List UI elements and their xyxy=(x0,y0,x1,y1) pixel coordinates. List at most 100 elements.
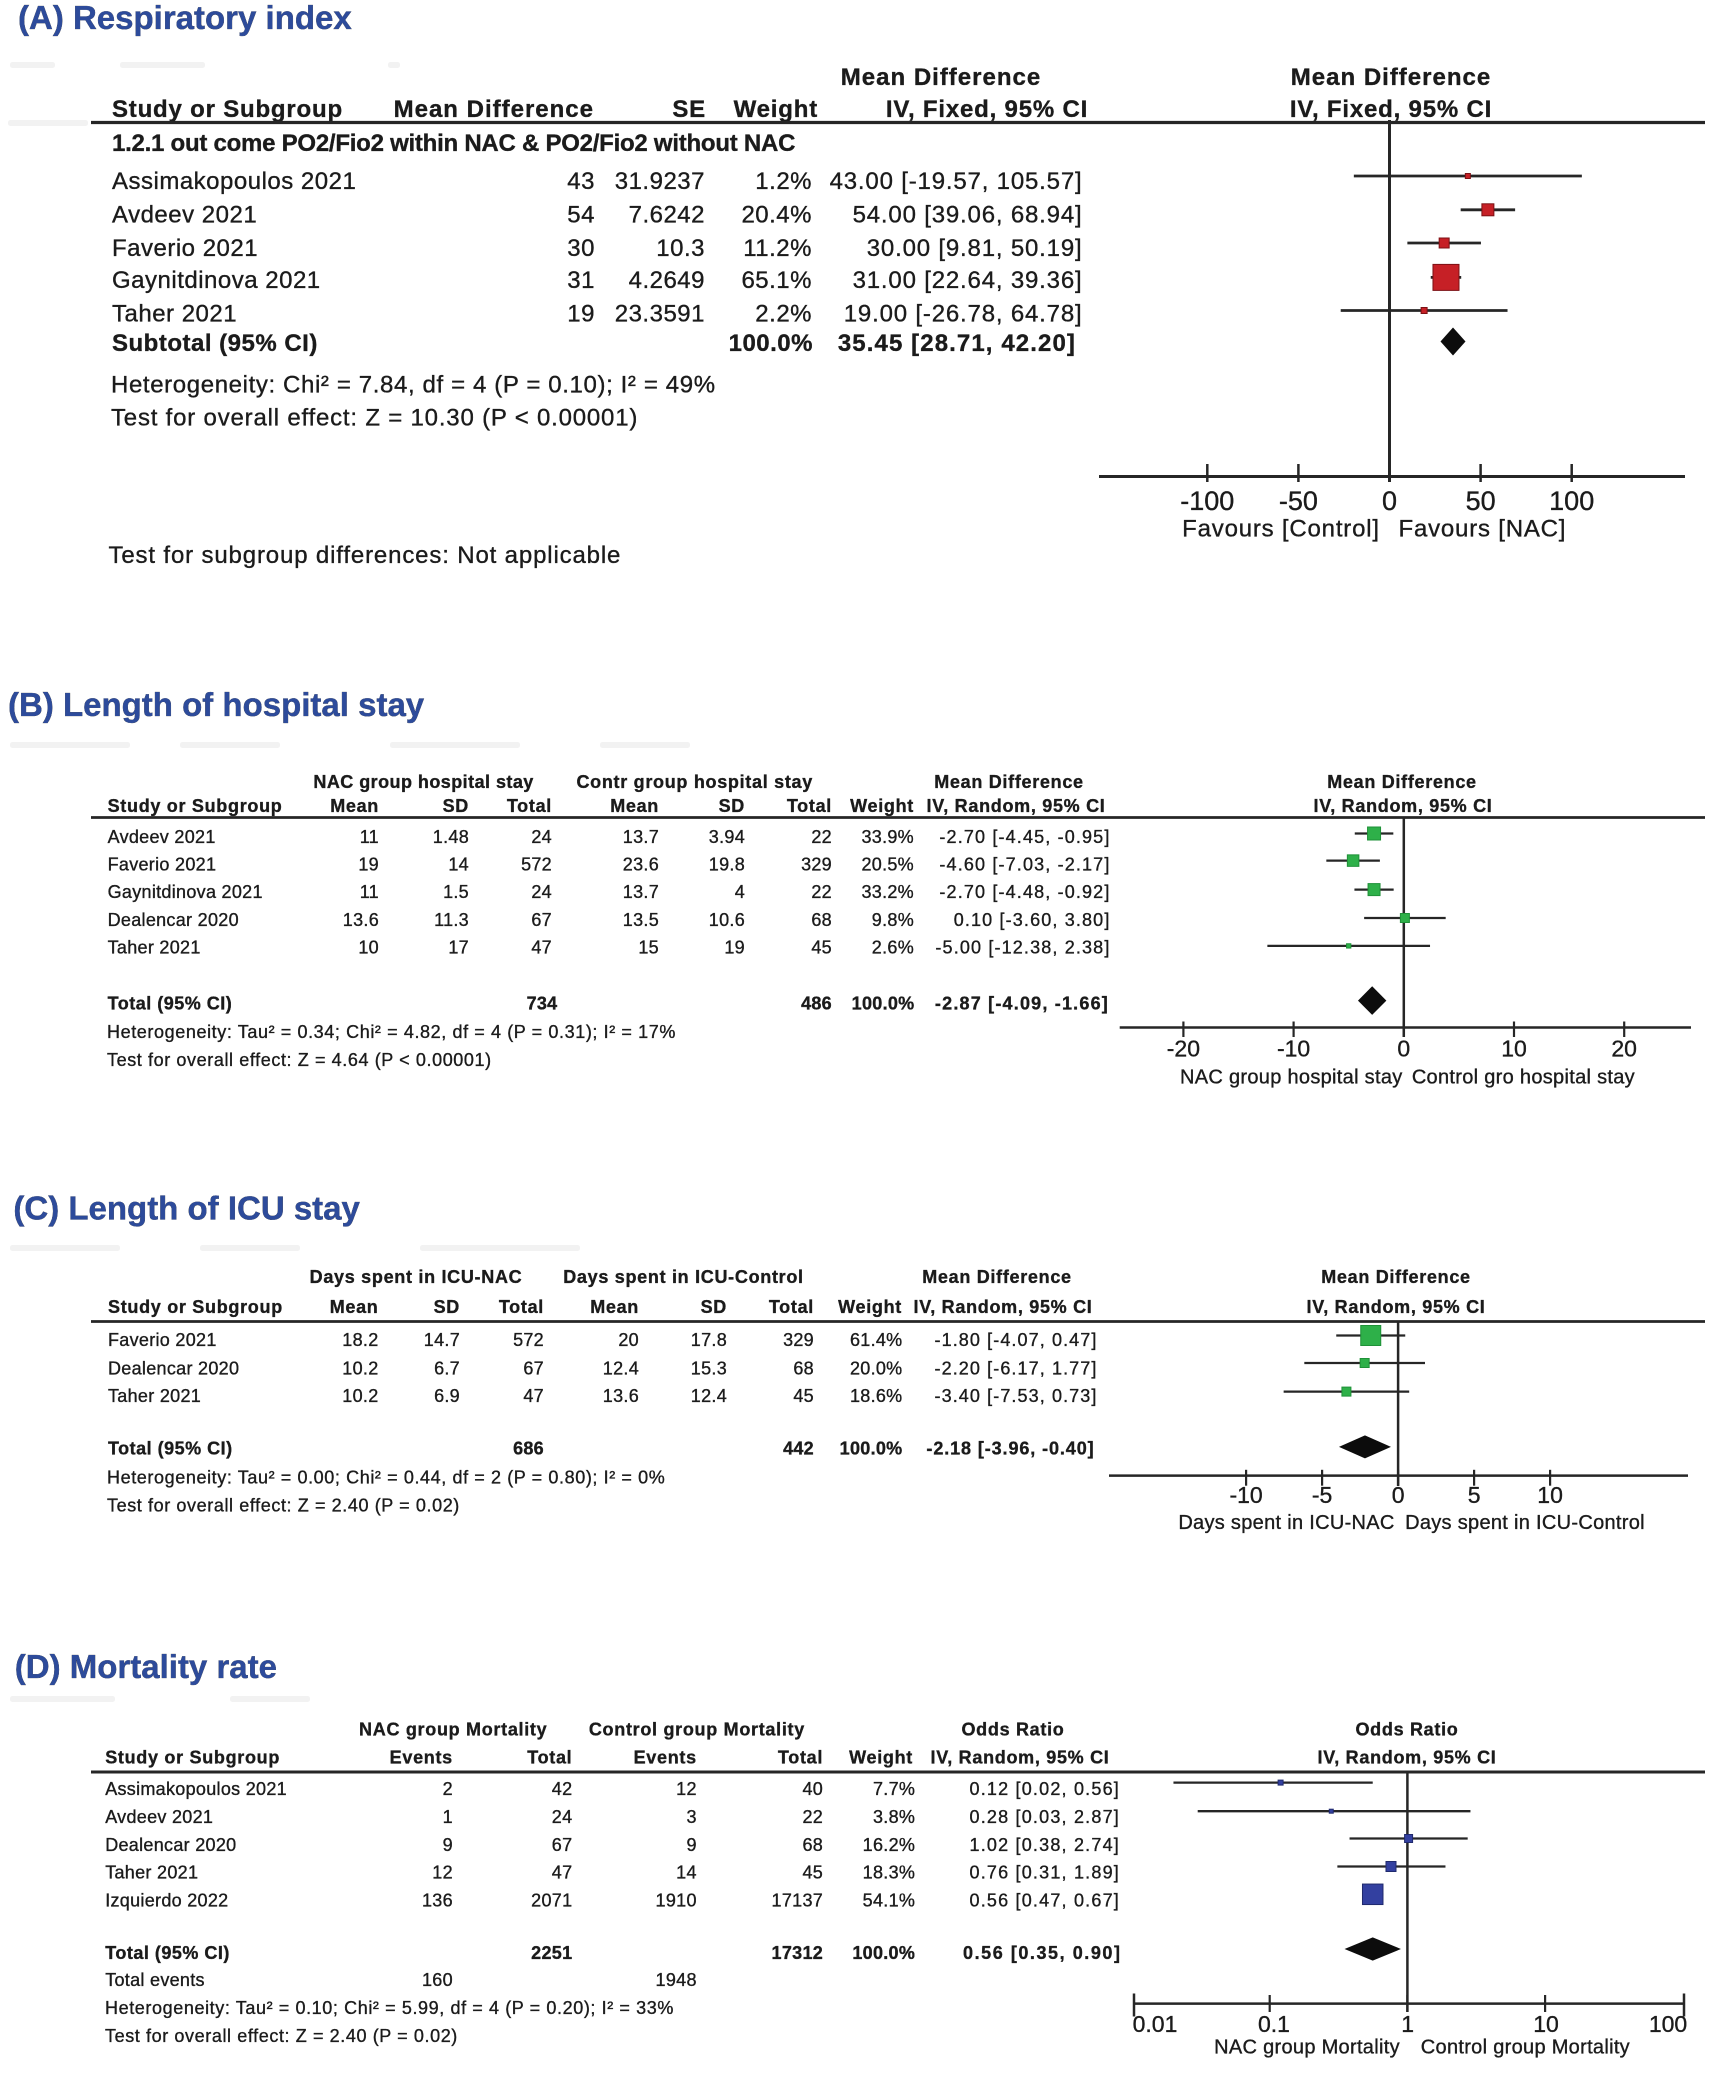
svg-text:Total: Total xyxy=(507,796,552,816)
svg-text:Mean Difference: Mean Difference xyxy=(394,96,594,123)
svg-text:IV, Random, 95% CI: IV, Random, 95% CI xyxy=(1307,1297,1486,1317)
svg-text:65.1%: 65.1% xyxy=(741,267,812,294)
svg-text:(C) Length of ICU stay: (C) Length of ICU stay xyxy=(13,1190,360,1227)
svg-text:Assimakopoulos 2021: Assimakopoulos 2021 xyxy=(105,1779,287,1799)
svg-text:0.56 [0.47, 0.67]: 0.56 [0.47, 0.67] xyxy=(969,1891,1120,1911)
svg-text:Days spent in ICU-NAC: Days spent in ICU-NAC xyxy=(1178,1512,1394,1534)
svg-text:Contr group hospital stay: Contr group hospital stay xyxy=(576,772,813,792)
svg-text:0.76 [0.31, 1.89]: 0.76 [0.31, 1.89] xyxy=(969,1863,1120,1883)
svg-text:Faverio 2021: Faverio 2021 xyxy=(108,855,217,875)
svg-text:486: 486 xyxy=(801,993,832,1013)
svg-text:9: 9 xyxy=(686,1835,696,1855)
svg-text:Total: Total xyxy=(527,1747,572,1767)
svg-text:-100: -100 xyxy=(1180,486,1234,516)
svg-text:136: 136 xyxy=(422,1891,453,1911)
svg-text:Taher 2021: Taher 2021 xyxy=(105,1863,198,1883)
svg-text:734: 734 xyxy=(527,993,558,1013)
svg-text:IV, Random, 95% CI: IV, Random, 95% CI xyxy=(1318,1747,1497,1767)
svg-text:18.6%: 18.6% xyxy=(850,1386,903,1406)
svg-text:Heterogeneity: Tau² = 0.34; Ch: Heterogeneity: Tau² = 0.34; Chi² = 4.82,… xyxy=(107,1022,676,1042)
svg-text:0.1: 0.1 xyxy=(1258,2011,1290,2037)
svg-text:2.6%: 2.6% xyxy=(872,937,914,957)
svg-text:Gaynitdinova 2021: Gaynitdinova 2021 xyxy=(112,267,321,294)
svg-text:54.00 [39.06, 68.94]: 54.00 [39.06, 68.94] xyxy=(853,202,1083,229)
svg-text:5: 5 xyxy=(1468,1482,1481,1508)
svg-text:0.56 [0.35, 0.90]: 0.56 [0.35, 0.90] xyxy=(963,1943,1121,1963)
svg-text:9.8%: 9.8% xyxy=(872,910,914,930)
svg-text:24: 24 xyxy=(531,882,552,902)
svg-text:100.0%: 100.0% xyxy=(840,1438,903,1458)
svg-text:Total (95% CI): Total (95% CI) xyxy=(108,1438,233,1458)
svg-text:47: 47 xyxy=(523,1386,544,1406)
svg-text:Total: Total xyxy=(769,1297,814,1317)
svg-text:-5: -5 xyxy=(1312,1482,1332,1508)
svg-text:17137: 17137 xyxy=(772,1891,824,1911)
svg-text:Odds Ratio: Odds Ratio xyxy=(961,1720,1064,1740)
svg-text:1948: 1948 xyxy=(656,1970,697,1990)
svg-text:Taher 2021: Taher 2021 xyxy=(112,301,237,328)
svg-text:Mean: Mean xyxy=(610,796,659,816)
svg-text:Weight: Weight xyxy=(838,1297,902,1317)
svg-text:Assimakopoulos 2021: Assimakopoulos 2021 xyxy=(112,168,356,195)
svg-text:Days spent in ICU-Control: Days spent in ICU-Control xyxy=(563,1267,804,1287)
svg-text:14: 14 xyxy=(676,1863,697,1883)
svg-text:Heterogeneity: Tau² = 0.00; Ch: Heterogeneity: Tau² = 0.00; Chi² = 0.44,… xyxy=(107,1468,665,1488)
svg-text:Favours [Control]: Favours [Control] xyxy=(1182,516,1380,543)
svg-text:Total (95% CI): Total (95% CI) xyxy=(105,1943,230,1963)
svg-text:IV, Random, 95% CI: IV, Random, 95% CI xyxy=(931,1747,1110,1767)
svg-text:0: 0 xyxy=(1397,1036,1410,1062)
svg-text:Mean Difference: Mean Difference xyxy=(1327,772,1477,792)
svg-text:67: 67 xyxy=(552,1835,573,1855)
svg-text:43: 43 xyxy=(567,168,595,195)
svg-text:12.4: 12.4 xyxy=(691,1386,727,1406)
svg-text:Total: Total xyxy=(787,796,832,816)
svg-text:18.2: 18.2 xyxy=(342,1330,378,1350)
svg-text:10: 10 xyxy=(1533,2011,1559,2037)
svg-text:6.9: 6.9 xyxy=(434,1386,460,1406)
svg-text:Test for overall effect: Z = 2: Test for overall effect: Z = 2.40 (P = 0… xyxy=(105,2026,458,2046)
svg-text:Subtotal (95% CI): Subtotal (95% CI) xyxy=(112,330,318,357)
svg-text:40: 40 xyxy=(802,1779,823,1799)
svg-text:0.28 [0.03, 2.87]: 0.28 [0.03, 2.87] xyxy=(969,1807,1120,1827)
svg-text:Total: Total xyxy=(499,1297,544,1317)
svg-text:Total events: Total events xyxy=(105,1970,205,1990)
svg-text:Gaynitdinova 2021: Gaynitdinova 2021 xyxy=(108,882,263,902)
svg-text:-2.70 [-4.45, -0.95]: -2.70 [-4.45, -0.95] xyxy=(939,827,1110,847)
svg-text:329: 329 xyxy=(783,1330,814,1350)
svg-text:SD: SD xyxy=(443,796,469,816)
svg-text:100: 100 xyxy=(1549,486,1594,516)
svg-text:0: 0 xyxy=(1392,1482,1405,1508)
svg-text:17.8: 17.8 xyxy=(691,1330,727,1350)
svg-text:-20: -20 xyxy=(1167,1036,1200,1062)
svg-text:Study or Subgroup: Study or Subgroup xyxy=(105,1747,280,1767)
svg-text:1: 1 xyxy=(1401,2011,1414,2037)
svg-text:(A) Respiratory index: (A) Respiratory index xyxy=(18,0,352,36)
svg-text:160: 160 xyxy=(422,1970,453,1990)
svg-text:15: 15 xyxy=(638,937,659,957)
svg-text:-1.80 [-4.07, 0.47]: -1.80 [-4.07, 0.47] xyxy=(935,1330,1098,1350)
svg-text:4: 4 xyxy=(735,882,745,902)
svg-text:13.6: 13.6 xyxy=(603,1386,639,1406)
svg-text:Test for subgroup differences:: Test for subgroup differences: Not appli… xyxy=(109,542,622,569)
svg-text:23.6: 23.6 xyxy=(623,855,659,875)
svg-text:45: 45 xyxy=(802,1863,823,1883)
svg-text:13.7: 13.7 xyxy=(623,882,659,902)
svg-text:Favours [NAC]: Favours [NAC] xyxy=(1399,516,1567,543)
svg-text:Mean: Mean xyxy=(330,1297,379,1317)
svg-text:3.8%: 3.8% xyxy=(873,1807,915,1827)
svg-text:16.2%: 16.2% xyxy=(863,1835,916,1855)
svg-text:68: 68 xyxy=(811,910,832,930)
svg-text:22: 22 xyxy=(811,827,832,847)
svg-text:-3.40 [-7.53, 0.73]: -3.40 [-7.53, 0.73] xyxy=(935,1386,1098,1406)
svg-text:2: 2 xyxy=(443,1779,453,1799)
svg-text:1.2.1 out come PO2/Fio2 within: 1.2.1 out come PO2/Fio2 within NAC & PO2… xyxy=(112,130,795,157)
svg-text:54: 54 xyxy=(567,202,595,229)
svg-text:SD: SD xyxy=(434,1297,460,1317)
svg-text:22: 22 xyxy=(811,882,832,902)
svg-text:22: 22 xyxy=(802,1807,823,1827)
svg-text:Events: Events xyxy=(634,1747,697,1767)
svg-text:20: 20 xyxy=(618,1330,639,1350)
svg-text:100.0%: 100.0% xyxy=(852,993,915,1013)
svg-text:(D) Mortality rate: (D) Mortality rate xyxy=(15,1648,277,1685)
svg-text:10.3: 10.3 xyxy=(656,235,705,262)
